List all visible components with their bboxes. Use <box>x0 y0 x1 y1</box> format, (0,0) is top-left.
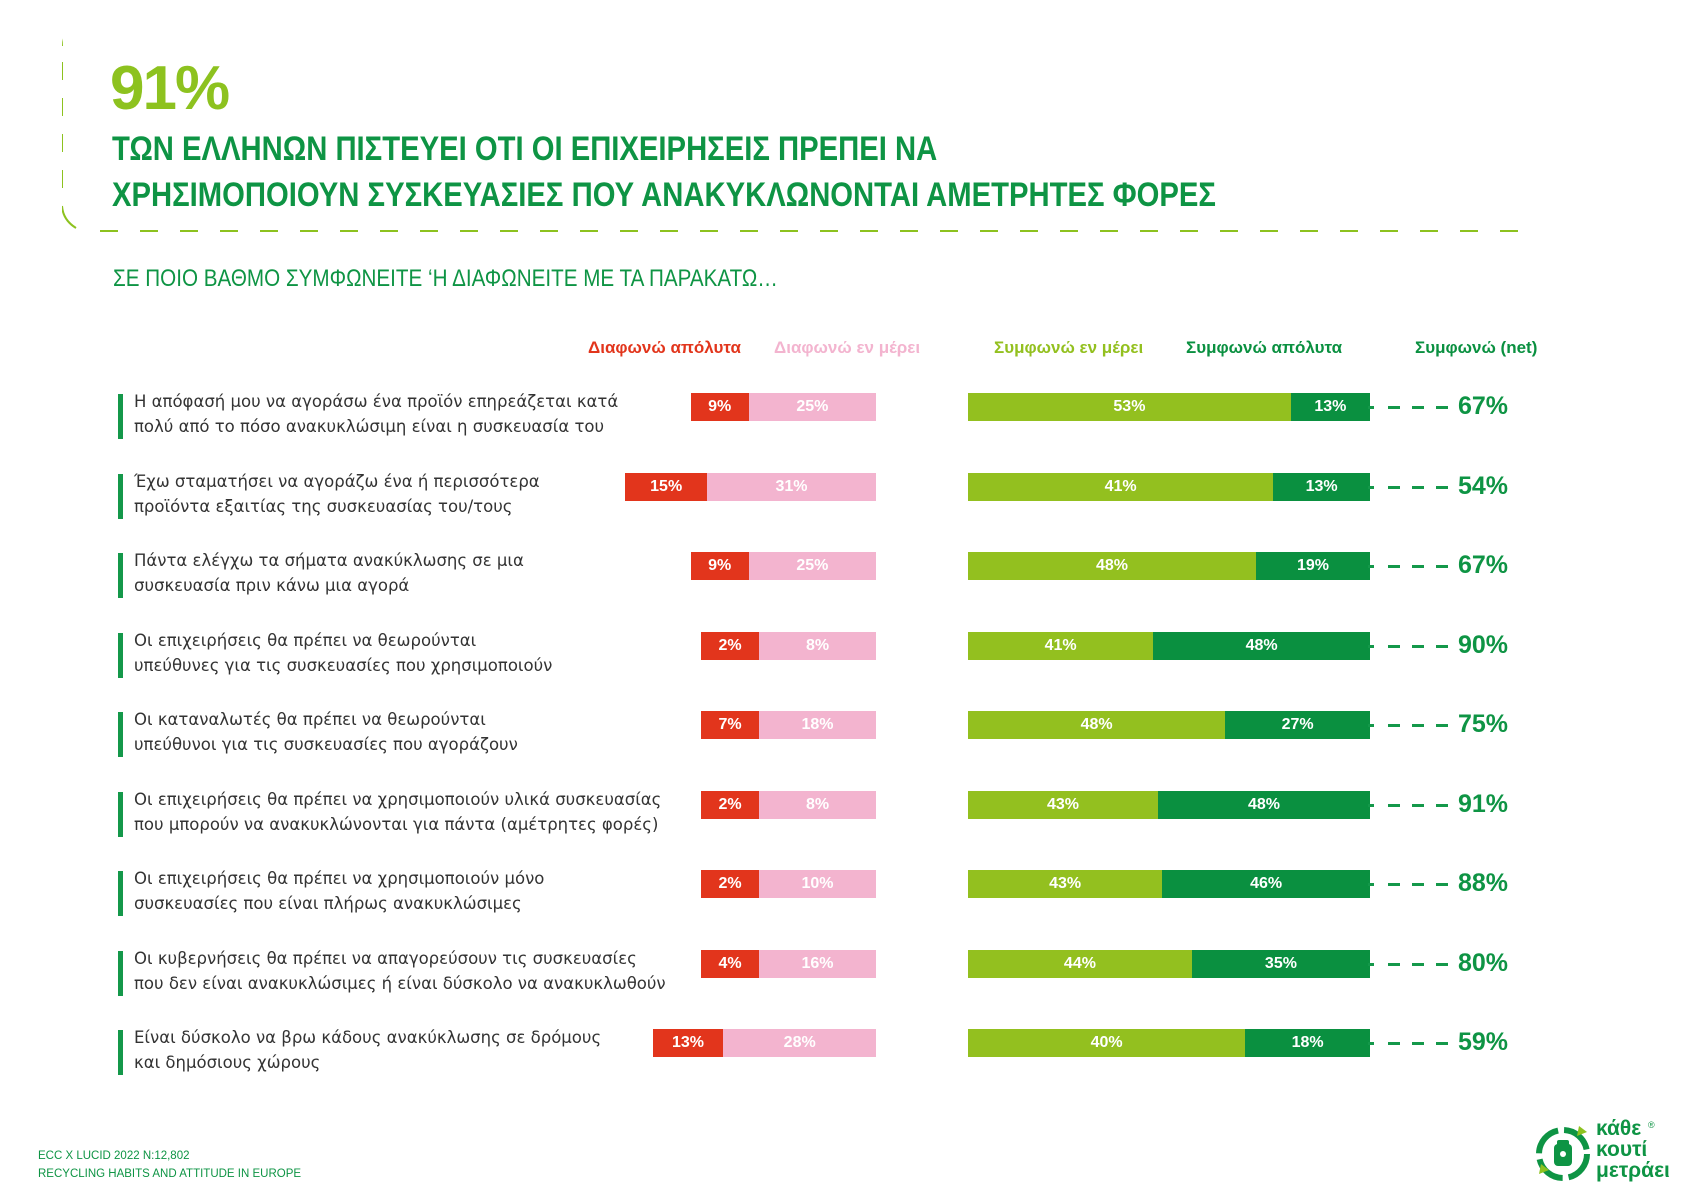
row-label: που δεν είναι ανακυκλώσιμες ή είναι δύσκ… <box>134 973 666 993</box>
seg-disagree-partial: 18% <box>759 711 876 739</box>
seg-disagree-partial: 25% <box>748 393 876 421</box>
row-marker <box>118 1030 123 1075</box>
net-connector <box>1368 883 1448 886</box>
net-agree-value: 67% <box>1458 392 1509 420</box>
row-label: που μπορούν να ανακυκλώνονται για πάντα … <box>134 814 659 834</box>
row-label: Έχω σταματήσει να αγοράζω ένα ή περισσότ… <box>134 471 540 491</box>
row-label: και δημόσιους χώρους <box>134 1053 321 1072</box>
seg-agree-partial: 44% <box>968 949 1192 978</box>
seg-disagree-strong: 2% <box>701 790 759 819</box>
legend-disagree-strong: Διαφωνώ απόλυτα <box>588 338 741 357</box>
row-marker <box>118 553 123 598</box>
legend-agree-partial: Συμφωνώ εν μέρει <box>994 338 1144 357</box>
seg-disagree-strong: 4% <box>701 949 759 978</box>
row-marker <box>118 632 123 678</box>
row-label: συσκευασία πριν κάνω μια αγορά <box>134 576 410 595</box>
row-marker <box>118 950 123 996</box>
net-connector <box>1368 1042 1448 1045</box>
seg-agree-partial: 48% <box>968 552 1256 580</box>
seg-agree-partial: 41% <box>968 631 1154 660</box>
logo-line-2: κουτί <box>1596 1138 1648 1161</box>
headline-line-1: ΤΩΝ ΕΛΛΗΝΩΝ ΠΙΣΤΕΥΕΙ ΟΤΙ ΟΙ ΕΠΙΧΕΙΡΗΣΕΙΣ… <box>112 130 938 168</box>
seg-disagree-strong: 2% <box>701 631 759 660</box>
question-subtitle: ΣΕ ΠΟΙΟ ΒΑΘΜΟ ΣΥΜΦΩΝΕΙΤΕ ‘Η ΔΙΑΦΩΝΕΙΤΕ Μ… <box>113 265 778 292</box>
seg-agree-strong: 18% <box>1245 1029 1370 1057</box>
row-marker <box>118 394 123 439</box>
seg-disagree-strong: 2% <box>701 870 759 898</box>
seg-disagree-partial: 10% <box>759 870 876 898</box>
recycle-logo-icon <box>1536 1126 1590 1181</box>
legend-disagree-partial: Διαφωνώ εν μέρει <box>774 338 921 357</box>
net-connector <box>1368 406 1448 409</box>
logo-line-3: μετράει <box>1596 1159 1670 1182</box>
seg-disagree-strong: 15% <box>625 472 708 501</box>
seg-agree-partial: 48% <box>968 711 1226 739</box>
seg-agree-strong: 35% <box>1191 949 1370 978</box>
seg-agree-partial: 53% <box>968 393 1291 421</box>
row-marker <box>118 791 123 837</box>
seg-agree-strong: 48% <box>1153 631 1370 660</box>
seg-agree-partial: 43% <box>968 790 1158 819</box>
row-label: προϊόντα εξαιτίας της συσκευασίας του/το… <box>134 496 513 516</box>
row-label: υπεύθυνοι για τις συσκευασίες που αγοράζ… <box>134 735 518 754</box>
row-label: Οι καταναλωτές θα πρέπει να θεωρούνται <box>134 710 486 729</box>
source-line-1: ECC X LUCID 2022 N:12,802 <box>38 1150 190 1162</box>
net-agree-value: 59% <box>1458 1028 1509 1056</box>
seg-disagree-partial: 8% <box>759 631 876 660</box>
seg-agree-strong: 27% <box>1225 711 1370 739</box>
row-marker <box>118 871 123 916</box>
seg-disagree-strong: 7% <box>701 711 759 739</box>
row-label: Πάντα ελέγχω τα σήματα ανακύκλωσης σε μι… <box>134 551 524 570</box>
seg-disagree-partial: 8% <box>759 790 876 819</box>
row-label: υπεύθυνες για τις συσκευασίες που χρησιμ… <box>134 655 553 675</box>
net-connector <box>1368 803 1448 807</box>
row-label: Η απόφασή μου να αγοράσω ένα προϊόν επηρ… <box>134 392 619 411</box>
net-agree-value: 80% <box>1458 948 1509 977</box>
seg-agree-strong: 13% <box>1290 393 1370 421</box>
seg-disagree-strong: 9% <box>690 393 749 421</box>
row-label: συσκευασίες που είναι πλήρως ανακυκλώσιμ… <box>134 894 522 913</box>
seg-disagree-partial: 25% <box>748 552 876 580</box>
row-label: πολύ από το πόσο ανακυκλώσιμη είναι η συ… <box>134 417 605 436</box>
seg-agree-strong: 48% <box>1157 790 1370 819</box>
net-agree-value: 88% <box>1458 869 1509 897</box>
source-line-2: RECYCLING HABITS AND ATTITUDE IN EUROPE <box>38 1168 302 1180</box>
seg-disagree-strong: 9% <box>690 552 749 580</box>
row-label: Οι κυβερνήσεις θα πρέπει να απαγορεύσουν… <box>134 948 637 968</box>
headline-line-2: ΧΡΗΣΙΜΟΠΟΙΟΥΝ ΣΥΣΚΕΥΑΣΙΕΣ ΠΟΥ ΑΝΑΚΥΚΛΩΝΟ… <box>112 176 1216 214</box>
net-connector <box>1368 565 1448 568</box>
net-agree-value: 75% <box>1458 710 1509 738</box>
seg-disagree-partial: 28% <box>723 1029 876 1057</box>
seg-disagree-partial: 16% <box>759 949 876 978</box>
net-connector <box>1368 724 1448 727</box>
row-label: Οι επιχειρήσεις θα πρέπει να χρησιμοποιο… <box>134 789 662 809</box>
legend-net: Συμφωνώ (net) <box>1415 338 1538 357</box>
seg-agree-strong: 19% <box>1256 552 1370 580</box>
registered-mark: ® <box>1648 1120 1655 1130</box>
logo-wordmark: κάθε κουτί μετράει <box>1596 1118 1670 1181</box>
row-label: Οι επιχειρήσεις θα πρέπει να χρησιμοποιο… <box>134 869 545 888</box>
net-connector <box>1368 644 1448 648</box>
logo-line-1: κάθε <box>1596 1117 1642 1140</box>
headline: ΤΩΝ ΕΛΛΗΝΩΝ ΠΙΣΤΕΥΕΙ ΟΤΙ ΟΙ ΕΠΙΧΕΙΡΗΣΕΙΣ… <box>112 126 1216 218</box>
net-connector <box>1368 485 1448 489</box>
net-connector <box>1368 962 1448 966</box>
seg-agree-partial: 40% <box>968 1029 1246 1057</box>
net-agree-value: 67% <box>1458 551 1509 579</box>
seg-disagree-strong: 13% <box>652 1029 724 1057</box>
seg-disagree-partial: 31% <box>707 472 876 501</box>
net-agree-value: 91% <box>1458 789 1509 818</box>
net-agree-value: 90% <box>1458 630 1509 659</box>
row-marker <box>118 712 123 757</box>
row-label: Είναι δύσκολο να βρω κάδους ανακύκλωσης … <box>134 1028 602 1047</box>
row-label: Οι επιχειρήσεις θα πρέπει να θεωρούνται <box>134 630 477 650</box>
seg-agree-partial: 41% <box>968 472 1274 501</box>
headline-percent: 91% <box>110 54 230 123</box>
row-marker <box>118 473 123 519</box>
net-agree-value: 54% <box>1458 471 1509 500</box>
seg-agree-partial: 43% <box>968 870 1163 898</box>
seg-agree-strong: 46% <box>1162 870 1370 898</box>
seg-agree-strong: 13% <box>1273 472 1370 501</box>
legend-agree-strong: Συμφωνώ απόλυτα <box>1186 338 1343 357</box>
